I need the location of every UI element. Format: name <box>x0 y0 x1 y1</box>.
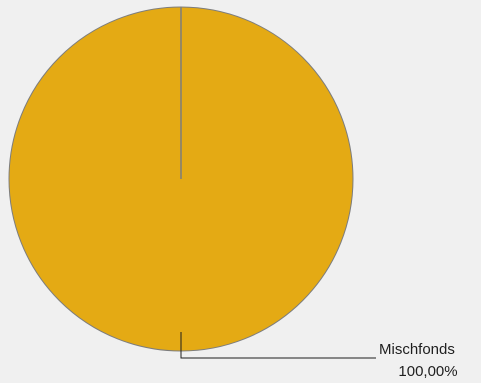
slice-percent-mischfonds: 100,00% <box>398 363 457 380</box>
slice-label-mischfonds: Mischfonds <box>379 341 455 358</box>
leader-line-mischfonds <box>180 332 376 359</box>
